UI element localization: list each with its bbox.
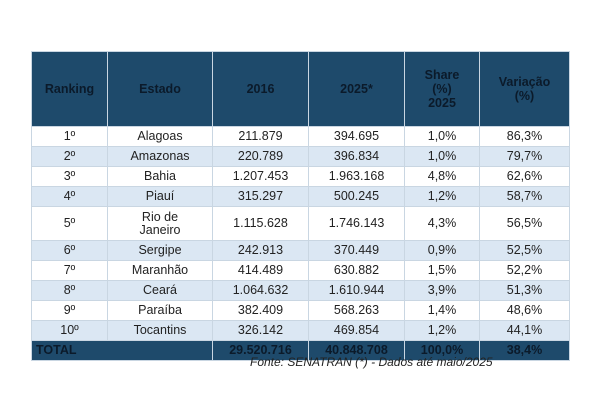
table-header: Ranking Estado 2016 2025* Share (%) 2025… [31,51,570,127]
cell-rank: 6º [31,240,108,261]
cell-rank: 1º [31,126,108,147]
header-estado: Estado [107,51,213,127]
table-row: 5º Rio de Janeiro 1.115.628 1.746.143 4,… [31,206,570,241]
total-2025: 40.848.708 [308,340,405,361]
cell-share: 1,2% [404,320,480,341]
cell-rank: 5º [31,206,108,241]
cell-share: 3,9% [404,280,480,301]
table-body: 1º Alagoas 211.879 394.695 1,0% 86,3% 2º… [31,126,570,341]
cell-variacao: 62,6% [479,166,570,187]
cell-share: 1,5% [404,260,480,281]
cell-variacao: 52,2% [479,260,570,281]
cell-rank: 7º [31,260,108,281]
table-row: 3º Bahia 1.207.453 1.963.168 4,8% 62,6% [31,166,570,187]
header-share-line1: Share [424,68,460,82]
cell-rank: 9º [31,300,108,321]
cell-2016: 242.913 [212,240,309,261]
cell-share: 1,0% [404,146,480,167]
cell-variacao: 56,5% [479,206,570,241]
cell-estado: Maranhão [107,260,213,281]
cell-2025: 1.963.168 [308,166,405,187]
cell-share: 1,0% [404,126,480,147]
header-share-line2: (%) [432,82,452,96]
cell-2016: 211.879 [212,126,309,147]
cell-variacao: 51,3% [479,280,570,301]
total-variacao: 38,4% [479,340,570,361]
header-variacao: Variação (%) [479,51,570,127]
cell-share: 4,8% [404,166,480,187]
header-2016: 2016 [212,51,309,127]
cell-variacao: 86,3% [479,126,570,147]
cell-variacao: 44,1% [479,320,570,341]
table-row: 2º Amazonas 220.789 396.834 1,0% 79,7% [31,146,570,167]
cell-2016: 220.789 [212,146,309,167]
cell-2025: 394.695 [308,126,405,147]
cell-2016: 315.297 [212,186,309,207]
header-2025: 2025* [308,51,405,127]
table-row: 10º Tocantins 326.142 469.854 1,2% 44,1% [31,320,570,341]
cell-estado: Paraíba [107,300,213,321]
cell-estado: Rio de Janeiro [107,206,213,241]
cell-estado: Alagoas [107,126,213,147]
cell-estado-line1: Rio de [141,209,179,224]
total-row: TOTAL 29.520.716 40.848.708 100,0% 38,4% [31,340,570,361]
cell-share: 1,2% [404,186,480,207]
cell-2025: 500.245 [308,186,405,207]
table-row: 1º Alagoas 211.879 394.695 1,0% 86,3% [31,126,570,147]
header-ranking: Ranking [31,51,108,127]
cell-estado: Tocantins [107,320,213,341]
cell-estado-line2: Janeiro [139,222,181,237]
table-row: 7º Maranhão 414.489 630.882 1,5% 52,2% [31,260,570,281]
cell-2016: 382.409 [212,300,309,321]
source-note: Fonte: SENATRAN (*) - Dados até maio/202… [250,355,493,369]
header-variacao-line2: (%) [514,89,535,103]
cell-rank: 3º [31,166,108,187]
cell-2025: 1.610.944 [308,280,405,301]
table-row: 9º Paraíba 382.409 568.263 1,4% 48,6% [31,300,570,321]
cell-share: 1,4% [404,300,480,321]
header-share: Share (%) 2025 [404,51,480,127]
cell-rank: 4º [31,186,108,207]
header-share-line3: 2025 [428,96,456,110]
cell-2025: 469.854 [308,320,405,341]
cell-rank: 10º [31,320,108,341]
cell-2025: 1.746.143 [308,206,405,241]
cell-estado: Bahia [107,166,213,187]
cell-2016: 1.207.453 [212,166,309,187]
total-label: TOTAL [31,340,213,361]
cell-2025: 396.834 [308,146,405,167]
cell-2016: 1.064.632 [212,280,309,301]
cell-variacao: 48,6% [479,300,570,321]
cell-estado: Sergipe [107,240,213,261]
total-2016: 29.520.716 [212,340,309,361]
ranking-table: Ranking Estado 2016 2025* Share (%) 2025… [31,51,570,361]
cell-variacao: 52,5% [479,240,570,261]
table-row: 8º Ceará 1.064.632 1.610.944 3,9% 51,3% [31,280,570,301]
cell-share: 4,3% [404,206,480,241]
cell-rank: 2º [31,146,108,167]
cell-share: 0,9% [404,240,480,261]
cell-2025: 370.449 [308,240,405,261]
table-row: 4º Piauí 315.297 500.245 1,2% 58,7% [31,186,570,207]
cell-2025: 630.882 [308,260,405,281]
cell-estado: Piauí [107,186,213,207]
cell-2016: 326.142 [212,320,309,341]
table-footer: TOTAL 29.520.716 40.848.708 100,0% 38,4% [31,340,570,361]
cell-estado: Ceará [107,280,213,301]
cell-2016: 1.115.628 [212,206,309,241]
cell-estado: Amazonas [107,146,213,167]
cell-variacao: 58,7% [479,186,570,207]
total-share: 100,0% [404,340,480,361]
cell-2025: 568.263 [308,300,405,321]
table-row: 6º Sergipe 242.913 370.449 0,9% 52,5% [31,240,570,261]
cell-2016: 414.489 [212,260,309,281]
header-variacao-line1: Variação [498,75,551,89]
cell-variacao: 79,7% [479,146,570,167]
header-row: Ranking Estado 2016 2025* Share (%) 2025… [31,51,570,127]
cell-rank: 8º [31,280,108,301]
